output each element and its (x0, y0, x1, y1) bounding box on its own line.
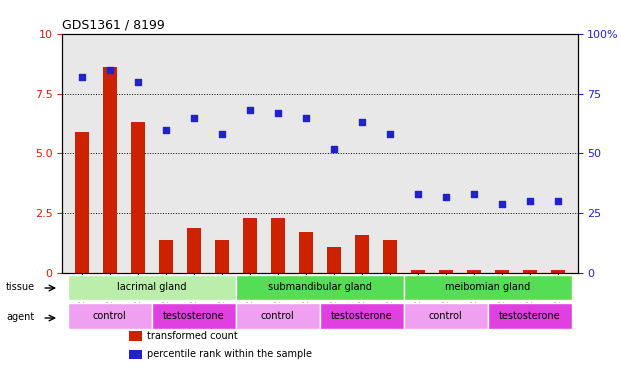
FancyBboxPatch shape (488, 303, 572, 328)
Text: testosterone: testosterone (499, 311, 561, 321)
Text: control: control (429, 311, 463, 321)
Bar (243, 218, 257, 273)
Point (441, 194, 451, 200)
Bar (467, 270, 481, 273)
Text: testosterone: testosterone (163, 311, 225, 321)
Bar (411, 270, 425, 273)
Text: control: control (93, 311, 127, 321)
FancyBboxPatch shape (68, 274, 236, 300)
Point (245, 107, 255, 113)
Bar (383, 240, 397, 273)
Bar (495, 270, 509, 273)
Bar (215, 240, 229, 273)
Bar (129, 331, 142, 340)
Point (469, 191, 479, 197)
Bar (299, 232, 313, 273)
Bar (75, 132, 89, 273)
Bar (131, 122, 145, 273)
FancyBboxPatch shape (152, 303, 236, 328)
Point (273, 110, 283, 116)
Point (217, 131, 227, 137)
Bar (129, 350, 142, 359)
Bar (102, 67, 117, 273)
Point (133, 79, 143, 85)
Bar (271, 218, 285, 273)
Point (553, 198, 563, 204)
Text: transformed count: transformed count (147, 331, 238, 341)
FancyBboxPatch shape (404, 274, 572, 300)
FancyBboxPatch shape (236, 303, 320, 328)
Bar (551, 270, 565, 273)
Point (105, 67, 115, 73)
Point (525, 198, 535, 204)
FancyBboxPatch shape (68, 303, 152, 328)
Text: testosterone: testosterone (331, 311, 392, 321)
Point (357, 119, 367, 125)
Point (77, 74, 87, 80)
Bar (327, 247, 341, 273)
Bar (187, 228, 201, 273)
Point (161, 126, 171, 132)
Bar (439, 270, 453, 273)
Text: percentile rank within the sample: percentile rank within the sample (147, 350, 312, 359)
Text: tissue: tissue (6, 282, 35, 292)
Point (301, 114, 310, 120)
FancyBboxPatch shape (236, 274, 404, 300)
Point (497, 201, 507, 207)
Text: lacrimal gland: lacrimal gland (117, 282, 186, 292)
Text: meibomian gland: meibomian gland (445, 282, 530, 292)
Point (189, 114, 199, 120)
Bar (523, 270, 537, 273)
Bar (355, 235, 369, 273)
Bar (159, 240, 173, 273)
Text: submandibular gland: submandibular gland (268, 282, 372, 292)
Point (385, 131, 395, 137)
Point (329, 146, 339, 152)
Point (413, 191, 423, 197)
Text: control: control (261, 311, 295, 321)
Text: agent: agent (6, 312, 34, 322)
FancyBboxPatch shape (320, 303, 404, 328)
Text: GDS1361 / 8199: GDS1361 / 8199 (62, 18, 165, 31)
FancyBboxPatch shape (404, 303, 488, 328)
